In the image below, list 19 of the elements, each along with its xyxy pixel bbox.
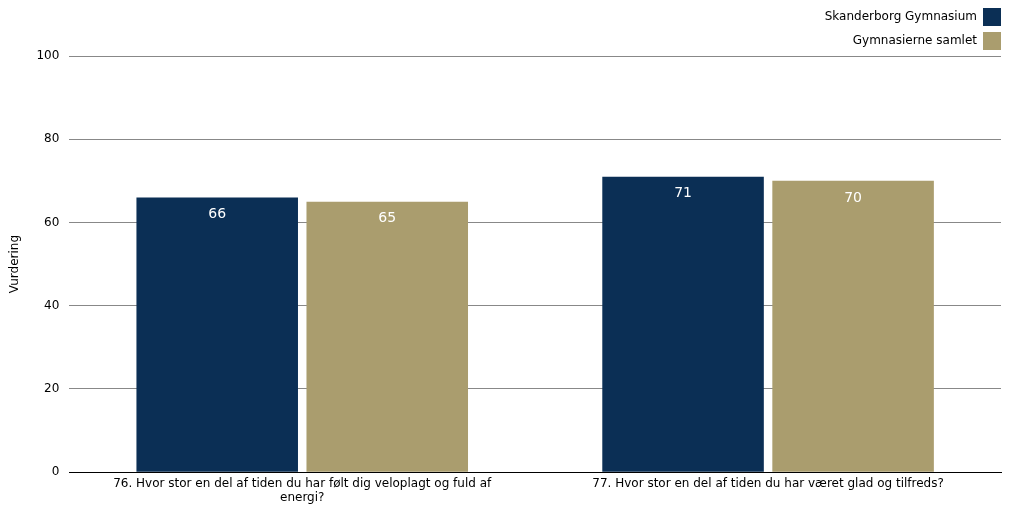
bar (306, 201, 469, 472)
data-label: 70 (844, 188, 863, 205)
y-axis-title: Vurdering (7, 234, 22, 294)
data-label: 65 (378, 209, 397, 226)
bar (602, 176, 764, 472)
y-tick-label: 60 (44, 214, 60, 229)
x-tick-label: 76. Hvor stor en del af tiden du har følt dig veloplagt og fuld af energi? (113, 475, 493, 504)
y-tick-label: 0 (51, 464, 60, 479)
data-label: 66 (208, 205, 227, 222)
x-tick-label: 77. Hvor stor en del af tiden du har været glad og tilfreds? (592, 475, 944, 490)
bar (772, 180, 934, 472)
legend-label: Gymnasierne samlet (852, 33, 978, 48)
y-tick-label: 80 (44, 131, 60, 146)
bar (136, 197, 298, 472)
y-tick-label: 100 (36, 48, 60, 63)
y-tick-label: 20 (44, 381, 60, 396)
y-tick-label: 40 (44, 297, 60, 312)
data-label: 71 (674, 184, 692, 201)
legend-label: Skanderborg Gymnasium (824, 9, 977, 24)
